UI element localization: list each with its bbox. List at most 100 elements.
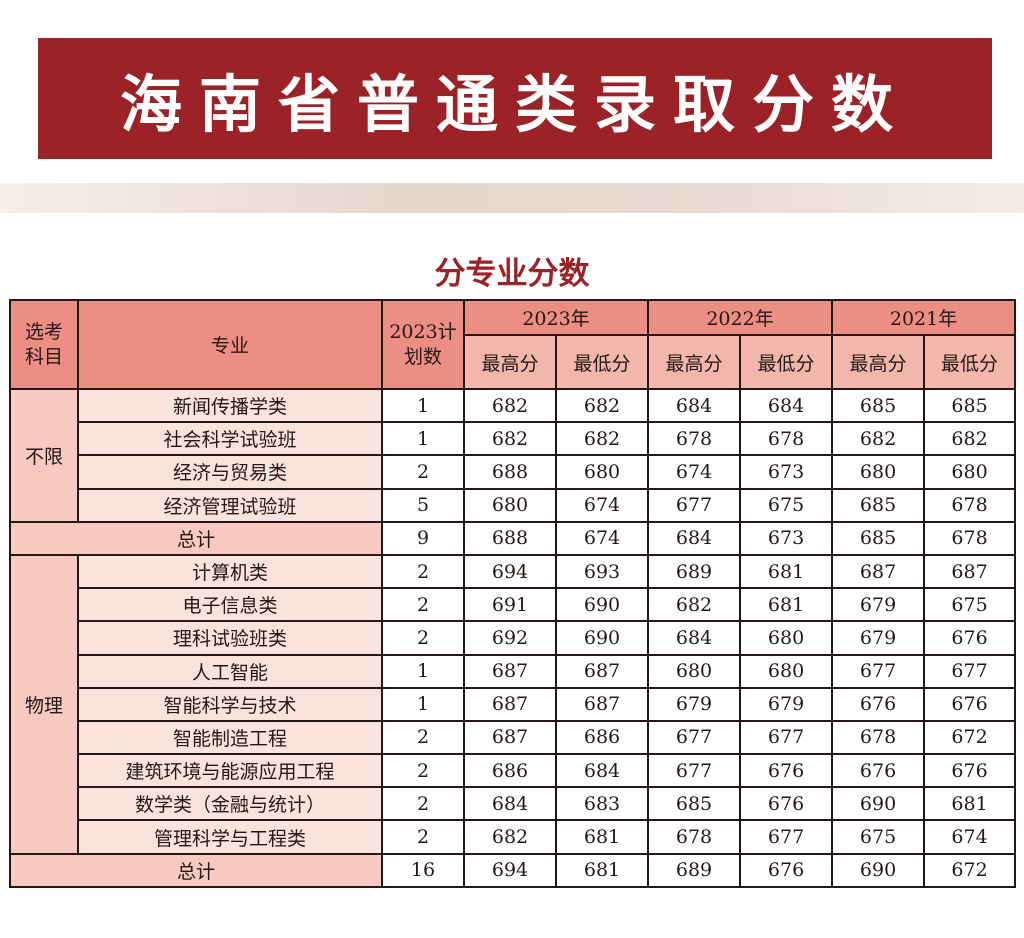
total-score-cell: 678 [923,520,1017,556]
score-cell: 687 [554,653,650,689]
score-cell: 676 [739,753,834,789]
score-cell: 678 [923,487,1017,523]
max-header: 最高分 [647,334,742,390]
score-cell: 688 [463,454,557,490]
score-cell: 682 [463,819,557,855]
total-score-cell: 676 [739,852,834,888]
major-cell: 新闻传播学类 [77,387,383,424]
score-cell: 678 [647,421,742,457]
total-label: 总计 [9,852,383,888]
score-cell: 679 [647,686,742,722]
score-cell: 677 [831,653,926,689]
score-cell: 682 [463,421,557,457]
total-row: 总计 9 688 674 684 673 685 678 [9,520,1017,556]
score-table: 选考 科目 专业 2023计 划数 2023年 2022年 2021年 最高分 最低… [9,299,1017,888]
score-cell: 674 [647,454,742,490]
score-cell: 674 [554,487,650,523]
table-row: 社会科学试验班 1 682 682 678 678 682 682 [10,421,1017,457]
score-cell: 684 [647,387,742,424]
plan-cell: 1 [381,686,465,722]
plan-header: 2023计 划数 [381,299,465,390]
score-cell: 680 [831,454,926,490]
score-cell: 682 [554,421,650,457]
plan-cell: 2 [381,719,465,756]
score-cell: 690 [831,786,926,822]
page-title: 海南省普通类录取分数 [119,67,910,141]
max-header: 最高分 [463,334,557,390]
score-cell: 694 [463,553,557,590]
score-cell: 680 [923,454,1017,490]
score-cell: 687 [554,686,650,722]
score-cell: 675 [831,819,926,855]
decorative-band [0,183,1024,213]
plan-cell: 2 [381,454,465,490]
score-cell: 681 [923,786,1017,822]
table-row: 人工智能 1 687 687 680 680 677 677 [10,653,1017,689]
score-cell: 691 [463,587,557,623]
score-cell: 676 [923,753,1017,789]
score-cell: 682 [554,387,650,424]
year-2023-header: 2023年 [462,299,650,336]
score-cell: 681 [739,553,834,590]
section-subtitle: 分专业分数 [434,256,590,292]
table-row: 智能科学与技术 1 687 687 679 679 676 676 [10,686,1017,722]
subject-cell: 物理 [9,553,79,855]
table-row: 建筑环境与能源应用工程 2 686 684 677 676 676 676 [10,753,1017,789]
score-cell: 682 [831,421,926,457]
score-cell: 680 [554,454,650,490]
score-cell: 686 [554,719,650,756]
plan-cell: 2 [381,620,465,656]
plan-cell: 1 [381,421,465,457]
score-cell: 677 [647,487,742,523]
score-cell: 690 [554,587,650,623]
score-cell: 684 [647,620,742,656]
score-cell: 676 [739,786,834,822]
plan-cell: 2 [381,786,465,822]
score-cell: 677 [647,719,742,756]
score-cell: 678 [647,819,742,855]
score-cell: 687 [463,686,557,722]
score-cell: 683 [554,786,650,822]
score-cell: 674 [923,819,1017,855]
score-cell: 687 [831,553,926,590]
table-row: 经济与贸易类 2 688 680 674 673 680 680 [10,454,1017,490]
major-cell: 智能制造工程 [77,719,383,756]
table-row: 理科试验班类 2 692 690 684 680 679 676 [10,620,1017,656]
subject-cell: 不限 [9,388,79,523]
min-header: 最低分 [739,334,834,390]
subject-header: 选考 科目 [9,299,79,390]
score-cell: 678 [739,421,834,457]
score-cell: 679 [739,686,834,722]
min-header: 最低分 [923,334,1017,390]
score-cell: 684 [463,786,557,822]
major-cell: 经济与贸易类 [77,454,383,490]
score-cell: 685 [923,387,1017,424]
score-cell: 680 [739,653,834,689]
total-score-cell: 694 [463,852,557,888]
major-cell: 数学类（金融与统计） [77,786,383,822]
major-cell: 人工智能 [77,653,383,689]
score-cell: 686 [463,753,557,789]
total-row: 总计 16 694 681 689 676 690 672 [9,852,1017,888]
total-score-cell: 690 [831,852,926,888]
score-cell: 677 [739,819,834,855]
score-cell: 692 [463,620,557,656]
total-score-cell: 685 [831,520,926,556]
table-row: 经济管理试验班 5 680 674 677 675 685 678 [10,487,1017,523]
major-cell: 智能科学与技术 [77,686,383,722]
score-cell: 677 [647,753,742,789]
score-cell: 676 [923,620,1017,656]
major-header: 专业 [77,299,383,390]
score-cell: 676 [831,753,926,789]
max-header: 最高分 [831,334,926,390]
score-cell: 687 [923,553,1017,590]
score-cell: 680 [647,653,742,689]
score-cell: 684 [554,753,650,789]
plan-cell: 2 [381,553,465,590]
plan-cell: 5 [381,487,465,523]
year-2021-header: 2021年 [831,299,1017,336]
major-cell: 电子信息类 [77,587,383,623]
score-cell: 676 [831,686,926,722]
score-cell: 678 [831,719,926,756]
score-cell: 681 [739,587,834,623]
